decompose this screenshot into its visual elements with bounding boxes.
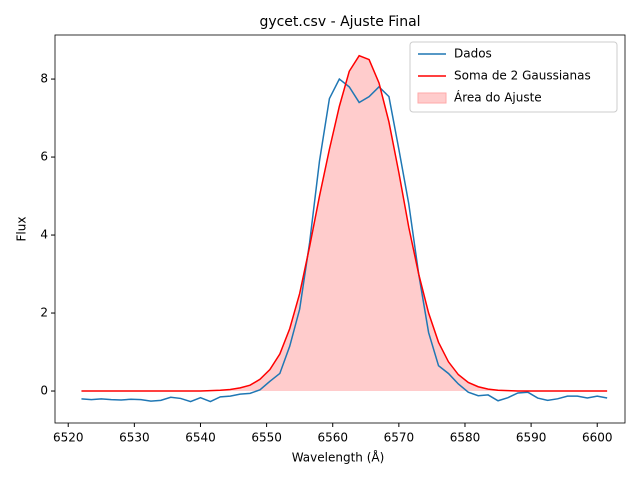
x-tick-label: 6590 <box>516 431 547 445</box>
y-tick-label: 6 <box>40 150 48 164</box>
x-tick-label: 6550 <box>251 431 282 445</box>
x-tick-label: 6560 <box>317 431 348 445</box>
fit-area <box>81 55 608 392</box>
plot-frame <box>54 34 626 424</box>
series-line <box>81 77 608 403</box>
x-tick-label: 6540 <box>185 431 216 445</box>
y-tick-label: 8 <box>40 72 48 86</box>
x-tick-label: 6580 <box>450 431 481 445</box>
y-axis-label: Flux <box>15 217 29 242</box>
legend-label: Área do Ajuste <box>454 90 542 105</box>
x-tick-label: 6530 <box>119 431 150 445</box>
x-tick-label: 6570 <box>384 431 415 445</box>
legend-box <box>409 41 618 113</box>
legend-label: Dados <box>454 47 492 61</box>
chart-title: gycet.csv - Ajuste Final <box>259 14 420 30</box>
series-line <box>81 54 608 392</box>
legend-label: Soma de 2 Gaussianas <box>454 69 591 83</box>
x-tick-label: 6600 <box>582 431 613 445</box>
x-tick-label: 6520 <box>53 431 84 445</box>
y-tick-label: 2 <box>40 306 48 320</box>
y-tick-label: 0 <box>40 384 48 398</box>
legend-swatch <box>417 92 447 104</box>
x-axis-label: Wavelength (Å) <box>292 450 385 465</box>
y-tick-label: 4 <box>40 228 48 242</box>
